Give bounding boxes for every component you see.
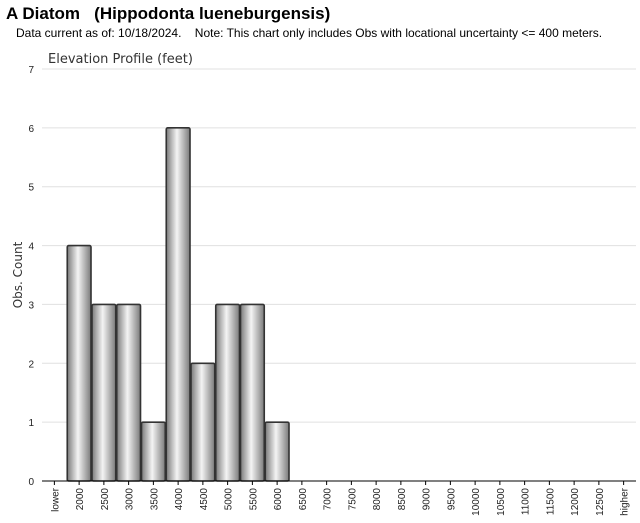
y-tick-label: 4 xyxy=(28,242,34,253)
bar-5500 xyxy=(239,303,266,482)
x-tick-label: 2500 xyxy=(100,488,111,511)
bar-4000 xyxy=(165,127,191,482)
x-tick-label: 5000 xyxy=(224,488,235,511)
y-axis-title: Obs. Count xyxy=(11,241,25,308)
y-tick-label: 2 xyxy=(28,359,34,370)
y-tick-label: 7 xyxy=(28,65,34,76)
data-note: Data current as of: 10/18/2024. Note: Th… xyxy=(16,26,603,40)
chart-title: Elevation Profile (feet) xyxy=(48,52,193,67)
y-tick-label: 1 xyxy=(28,418,34,429)
x-tick-label: 3500 xyxy=(149,488,160,511)
x-tick-label: 11000 xyxy=(521,488,532,516)
x-tick-label: 12000 xyxy=(570,488,581,516)
x-tick-label: 5500 xyxy=(248,488,259,511)
x-tick-label: 3000 xyxy=(125,488,136,511)
y-tick-label: 6 xyxy=(28,124,34,135)
x-tick-label: 9500 xyxy=(446,488,457,511)
x-tick-label: lower xyxy=(50,487,61,512)
bar-3000 xyxy=(115,303,142,482)
x-tick-label: 8000 xyxy=(372,488,383,511)
page-title: A Diatom (Hippodonta lueneburgensis) xyxy=(6,4,331,23)
x-tick-label: 12500 xyxy=(595,488,606,516)
x-tick-label: 10000 xyxy=(471,488,482,516)
x-tick-label: 2000 xyxy=(75,488,86,511)
x-tick-label: 7000 xyxy=(323,488,334,511)
y-tick-label: 3 xyxy=(28,300,34,311)
bar-3500 xyxy=(140,421,167,482)
x-tick-label: 8500 xyxy=(397,488,408,511)
bar-2500 xyxy=(91,303,117,482)
bar-5000 xyxy=(214,303,241,482)
x-tick-label: 6500 xyxy=(298,488,309,511)
bar-4500 xyxy=(190,362,216,482)
x-tick-label: 4500 xyxy=(199,488,210,511)
bar-6000 xyxy=(264,421,290,482)
x-tick-label: 9000 xyxy=(422,488,433,511)
x-tick-label: 10500 xyxy=(496,488,507,516)
x-tick-label: 7500 xyxy=(347,488,358,511)
y-tick-label: 5 xyxy=(28,183,34,194)
x-tick-label: 11500 xyxy=(545,488,556,516)
bar-2000 xyxy=(66,244,92,482)
x-tick-label: 4000 xyxy=(174,488,185,511)
x-tick-label: 6000 xyxy=(273,488,284,511)
y-tick-label: 0 xyxy=(28,477,34,488)
x-tick-label: higher xyxy=(620,487,631,515)
